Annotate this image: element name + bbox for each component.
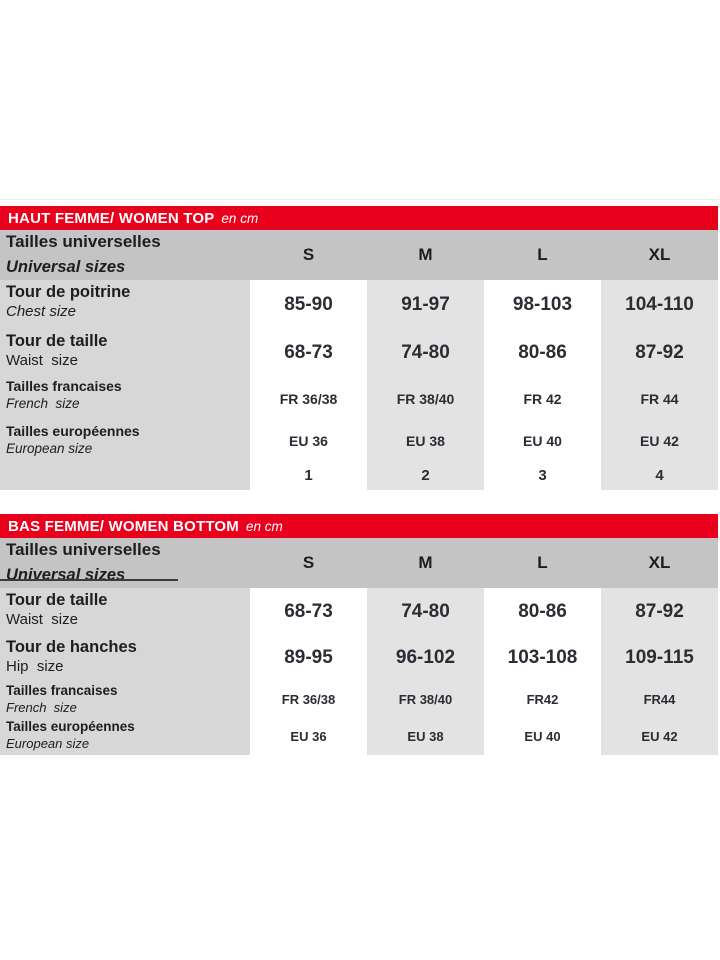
row-label-en: European size	[6, 440, 93, 456]
row-label-fr: Tailles francaises	[6, 683, 118, 698]
cell-value: FR 38/40	[367, 681, 484, 719]
table-row-european-size: Tailles européennes European size EU 36 …	[0, 717, 718, 755]
row-label-fr: Tour de taille	[6, 332, 108, 350]
cell-value: 68-73	[250, 588, 367, 635]
row-label-cell: Tailles francaises French size	[0, 376, 250, 421]
row-label-cell: Tailles européennes European size	[0, 421, 250, 460]
cell-value: 89-95	[250, 635, 367, 681]
header-label-en: Universal sizes	[6, 565, 126, 584]
cell-value: 87-92	[601, 588, 718, 635]
header-row: Tailles universelles Universal sizes S M…	[0, 230, 718, 280]
header-label-cell: Tailles universelles Universal sizes	[0, 230, 250, 280]
header-underline	[0, 579, 178, 581]
cell-value: 1	[250, 460, 367, 490]
header-label-en: Universal sizes	[6, 257, 126, 276]
cell-value: 74-80	[367, 329, 484, 376]
cell-value: 68-73	[250, 329, 367, 376]
cell-value: FR 38/40	[367, 376, 484, 421]
row-label-en: French size	[6, 395, 80, 411]
table-row-hip: Tour de hanches Hip size 89-95 96-102 10…	[0, 635, 718, 681]
table-row-french-size: Tailles francaises French size FR 36/38 …	[0, 376, 718, 421]
header-label-cell: Tailles universelles Universal sizes	[0, 538, 250, 588]
cell-value: EU 36	[250, 717, 367, 755]
table-title-bar: HAUT FEMME/ WOMEN TOP en cm	[0, 206, 718, 230]
cell-value: 80-86	[484, 588, 601, 635]
size-chart-women-bottom: BAS FEMME/ WOMEN BOTTOM en cm Tailles un…	[0, 514, 718, 755]
size-column-header-m: M	[418, 245, 433, 264]
table-title: HAUT FEMME/ WOMEN TOP	[8, 209, 215, 227]
cell-value: FR42	[484, 681, 601, 719]
row-label-en: European size	[6, 735, 90, 751]
size-column-header-xl: XL	[648, 553, 671, 572]
size-column-header-xl: XL	[648, 245, 671, 264]
row-label-cell: Tour de taille Waist size	[0, 588, 250, 635]
cell-value: 98-103	[484, 280, 601, 329]
table-title-bar: BAS FEMME/ WOMEN BOTTOM en cm	[0, 514, 718, 538]
cell-value: FR 44	[601, 376, 718, 421]
top-whitespace	[0, 0, 720, 199]
row-label-cell: Tour de hanches Hip size	[0, 635, 250, 681]
unit-label: en cm	[245, 518, 283, 534]
row-label-cell: Tour de taille Waist size	[0, 329, 250, 376]
row-label-fr: Tailles francaises	[6, 378, 122, 394]
cell-value: 104-110	[601, 280, 718, 329]
header-label-fr: Tailles universelles	[6, 540, 161, 559]
size-column-header-s: S	[302, 245, 315, 264]
unit-label: en cm	[221, 210, 259, 226]
row-label-fr: Tailles européennes	[6, 719, 135, 734]
table-row-chest: Tour de poitrine Chest size 85-90 91-97 …	[0, 280, 718, 329]
row-label-en: Chest size	[6, 302, 77, 320]
row-label-cell-empty	[0, 460, 250, 490]
cell-value: 2	[367, 460, 484, 490]
cell-value: EU 36	[250, 421, 367, 460]
row-label-fr: Tailles européennes	[6, 423, 140, 439]
table-row-waist: Tour de taille Waist size 68-73 74-80 80…	[0, 588, 718, 635]
size-column-header-l: L	[537, 553, 548, 572]
cell-value: 103-108	[484, 635, 601, 681]
row-label-fr: Tour de poitrine	[6, 283, 131, 301]
row-label-en: Hip size	[6, 657, 64, 675]
row-label-fr: Tour de hanches	[6, 638, 137, 656]
cell-value: 74-80	[367, 588, 484, 635]
cell-value: FR 42	[484, 376, 601, 421]
size-chart-women-top: HAUT FEMME/ WOMEN TOP en cm Tailles univ…	[0, 206, 718, 490]
row-label-cell: Tailles européennes European size	[0, 717, 250, 755]
cell-value: EU 38	[367, 717, 484, 755]
cell-value: EU 40	[484, 421, 601, 460]
row-label-en: French size	[6, 699, 77, 715]
cell-value: 85-90	[250, 280, 367, 329]
cell-value: 109-115	[601, 635, 718, 681]
cell-value: EU 42	[601, 717, 718, 755]
cell-value: 87-92	[601, 329, 718, 376]
size-column-header-m: M	[418, 553, 433, 572]
row-label-fr: Tour de taille	[6, 591, 108, 609]
cell-value: 96-102	[367, 635, 484, 681]
size-column-header-l: L	[537, 245, 548, 264]
cell-value: EU 42	[601, 421, 718, 460]
row-label-en: Waist size	[6, 351, 78, 369]
cell-value: 80-86	[484, 329, 601, 376]
cell-value: EU 40	[484, 717, 601, 755]
header-row: Tailles universelles Universal sizes S M…	[0, 538, 718, 588]
cell-value: 91-97	[367, 280, 484, 329]
table-row-waist: Tour de taille Waist size 68-73 74-80 80…	[0, 329, 718, 376]
row-label-en: Waist size	[6, 610, 78, 628]
header-label-fr: Tailles universelles	[6, 232, 161, 251]
table-row-european-size: Tailles européennes European size EU 36 …	[0, 421, 718, 460]
cell-value: FR 36/38	[250, 376, 367, 421]
top-divider-line	[0, 199, 720, 200]
table-row-size-index: 1 2 3 4	[0, 460, 718, 490]
size-column-header-s: S	[302, 553, 315, 572]
row-label-cell: Tailles francaises French size	[0, 681, 250, 719]
table-row-french-size: Tailles francaises French size FR 36/38 …	[0, 681, 718, 719]
cell-value: 3	[484, 460, 601, 490]
cell-value: FR 36/38	[250, 681, 367, 719]
cell-value: FR44	[601, 681, 718, 719]
row-label-cell: Tour de poitrine Chest size	[0, 280, 250, 329]
cell-value: 4	[601, 460, 718, 490]
table-title: BAS FEMME/ WOMEN BOTTOM	[8, 517, 239, 535]
cell-value: EU 38	[367, 421, 484, 460]
